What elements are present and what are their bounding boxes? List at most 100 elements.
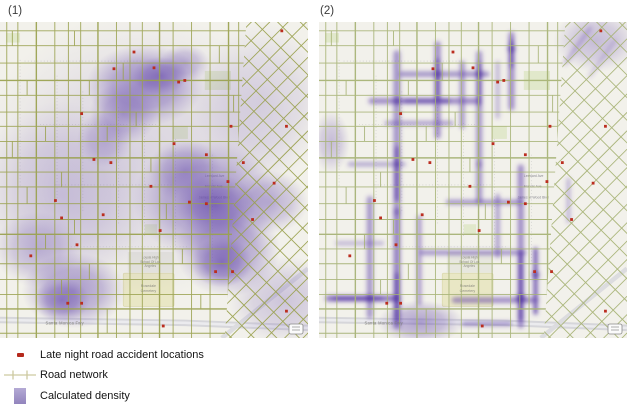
park-patches bbox=[325, 33, 550, 234]
road-grid-orthogonal bbox=[319, 22, 566, 338]
accident-point bbox=[109, 161, 113, 165]
school-label-line3: Angeles bbox=[145, 264, 157, 268]
accident-point bbox=[420, 213, 424, 217]
accident-point bbox=[112, 67, 116, 71]
accident-point bbox=[428, 161, 432, 165]
accident-point bbox=[394, 243, 398, 247]
cemetery-label-line1: Rosedale bbox=[460, 284, 475, 288]
legend: Late night road accident locations Road … bbox=[0, 345, 300, 407]
accident-point bbox=[604, 309, 607, 313]
accident-point bbox=[177, 80, 181, 84]
street-label-leeward: Leeward Ave bbox=[524, 174, 544, 178]
freeway-label: Santa Monica Fwy bbox=[364, 320, 403, 325]
accident-point bbox=[172, 142, 176, 146]
accident-point bbox=[480, 324, 484, 328]
accident-point bbox=[251, 218, 254, 221]
accident-point bbox=[507, 200, 510, 204]
accident-point bbox=[491, 142, 495, 146]
accident-point bbox=[60, 216, 63, 220]
accident-point bbox=[599, 29, 603, 33]
accident-point bbox=[204, 153, 208, 157]
accident-point bbox=[385, 301, 389, 305]
freeway-label: Santa Monica Fwy bbox=[45, 320, 84, 325]
accident-point bbox=[570, 218, 573, 221]
accident-point bbox=[231, 270, 234, 274]
accident-point bbox=[158, 229, 162, 232]
accident-point bbox=[533, 270, 536, 274]
accident-point bbox=[399, 301, 403, 305]
accident-point bbox=[280, 29, 284, 33]
accident-point bbox=[399, 112, 403, 116]
map-logo-badge bbox=[288, 323, 304, 335]
map-logo-badge bbox=[607, 323, 623, 335]
accident-point bbox=[80, 112, 84, 116]
school-label-line1: Loyola High bbox=[461, 255, 478, 259]
legend-row-accidents: Late night road accident locations bbox=[0, 345, 300, 365]
accident-point bbox=[285, 309, 288, 313]
accident-point bbox=[468, 184, 472, 188]
accident-point bbox=[226, 180, 230, 183]
accident-point bbox=[604, 124, 607, 128]
accident-point bbox=[66, 301, 70, 305]
accident-point bbox=[54, 199, 57, 202]
accident-point bbox=[348, 254, 352, 258]
accident-point bbox=[548, 124, 552, 128]
legend-label-accidents: Late night road accident locations bbox=[40, 349, 204, 361]
road-network-icon bbox=[4, 370, 36, 380]
accident-point bbox=[214, 270, 217, 274]
accident-point bbox=[560, 161, 564, 165]
legend-label-road-network: Road network bbox=[40, 369, 108, 381]
accident-point-icon bbox=[16, 353, 24, 357]
accident-point bbox=[149, 184, 153, 188]
school-area bbox=[446, 252, 494, 273]
school-label-line1: Loyola High bbox=[142, 255, 159, 259]
accident-point bbox=[411, 158, 415, 161]
road-grid-orthogonal bbox=[0, 22, 247, 338]
legend-row-road-network: Road network bbox=[0, 365, 300, 385]
accident-point bbox=[545, 180, 549, 183]
accident-point bbox=[591, 181, 595, 185]
accident-point bbox=[523, 202, 527, 206]
accident-point bbox=[502, 79, 506, 82]
accident-point bbox=[152, 66, 156, 70]
accident-point bbox=[477, 229, 481, 232]
accident-point bbox=[496, 80, 500, 84]
school-label-line2: School Of Los bbox=[140, 260, 160, 264]
accident-point bbox=[229, 124, 233, 128]
panel-2-label: (2) bbox=[320, 5, 335, 17]
accident-point bbox=[204, 202, 208, 206]
cemetery-label-line1: Rosedale bbox=[141, 284, 156, 288]
accident-point bbox=[550, 270, 553, 274]
legend-row-density: Calculated density bbox=[0, 385, 300, 407]
accident-point bbox=[523, 153, 527, 157]
accident-point bbox=[161, 324, 165, 328]
accident-point bbox=[272, 181, 276, 185]
panel-1-label: (1) bbox=[8, 5, 23, 17]
school-label-line2: School Of Los bbox=[459, 260, 479, 264]
accident-point bbox=[471, 66, 475, 70]
accident-point bbox=[431, 67, 435, 71]
school-label-line3: Angeles bbox=[464, 264, 476, 268]
accident-points-layer bbox=[29, 29, 288, 328]
accident-point bbox=[75, 243, 79, 247]
accident-point bbox=[92, 158, 96, 161]
cemetery-label-line2: Cemetery bbox=[141, 289, 157, 293]
accident-point bbox=[80, 301, 84, 305]
accident-point bbox=[29, 254, 33, 258]
accident-point bbox=[132, 50, 136, 54]
density-swatch-icon bbox=[14, 388, 26, 404]
accident-point bbox=[241, 161, 245, 165]
accident-point bbox=[101, 213, 105, 217]
accident-point bbox=[379, 216, 382, 220]
accident-points-layer bbox=[348, 29, 607, 328]
accident-point bbox=[188, 200, 191, 204]
street-label-jameswood: James M Wood Blvd bbox=[518, 195, 549, 199]
accident-point bbox=[285, 124, 288, 128]
accident-point bbox=[373, 199, 376, 202]
cemetery-label-line2: Cemetery bbox=[460, 289, 476, 293]
